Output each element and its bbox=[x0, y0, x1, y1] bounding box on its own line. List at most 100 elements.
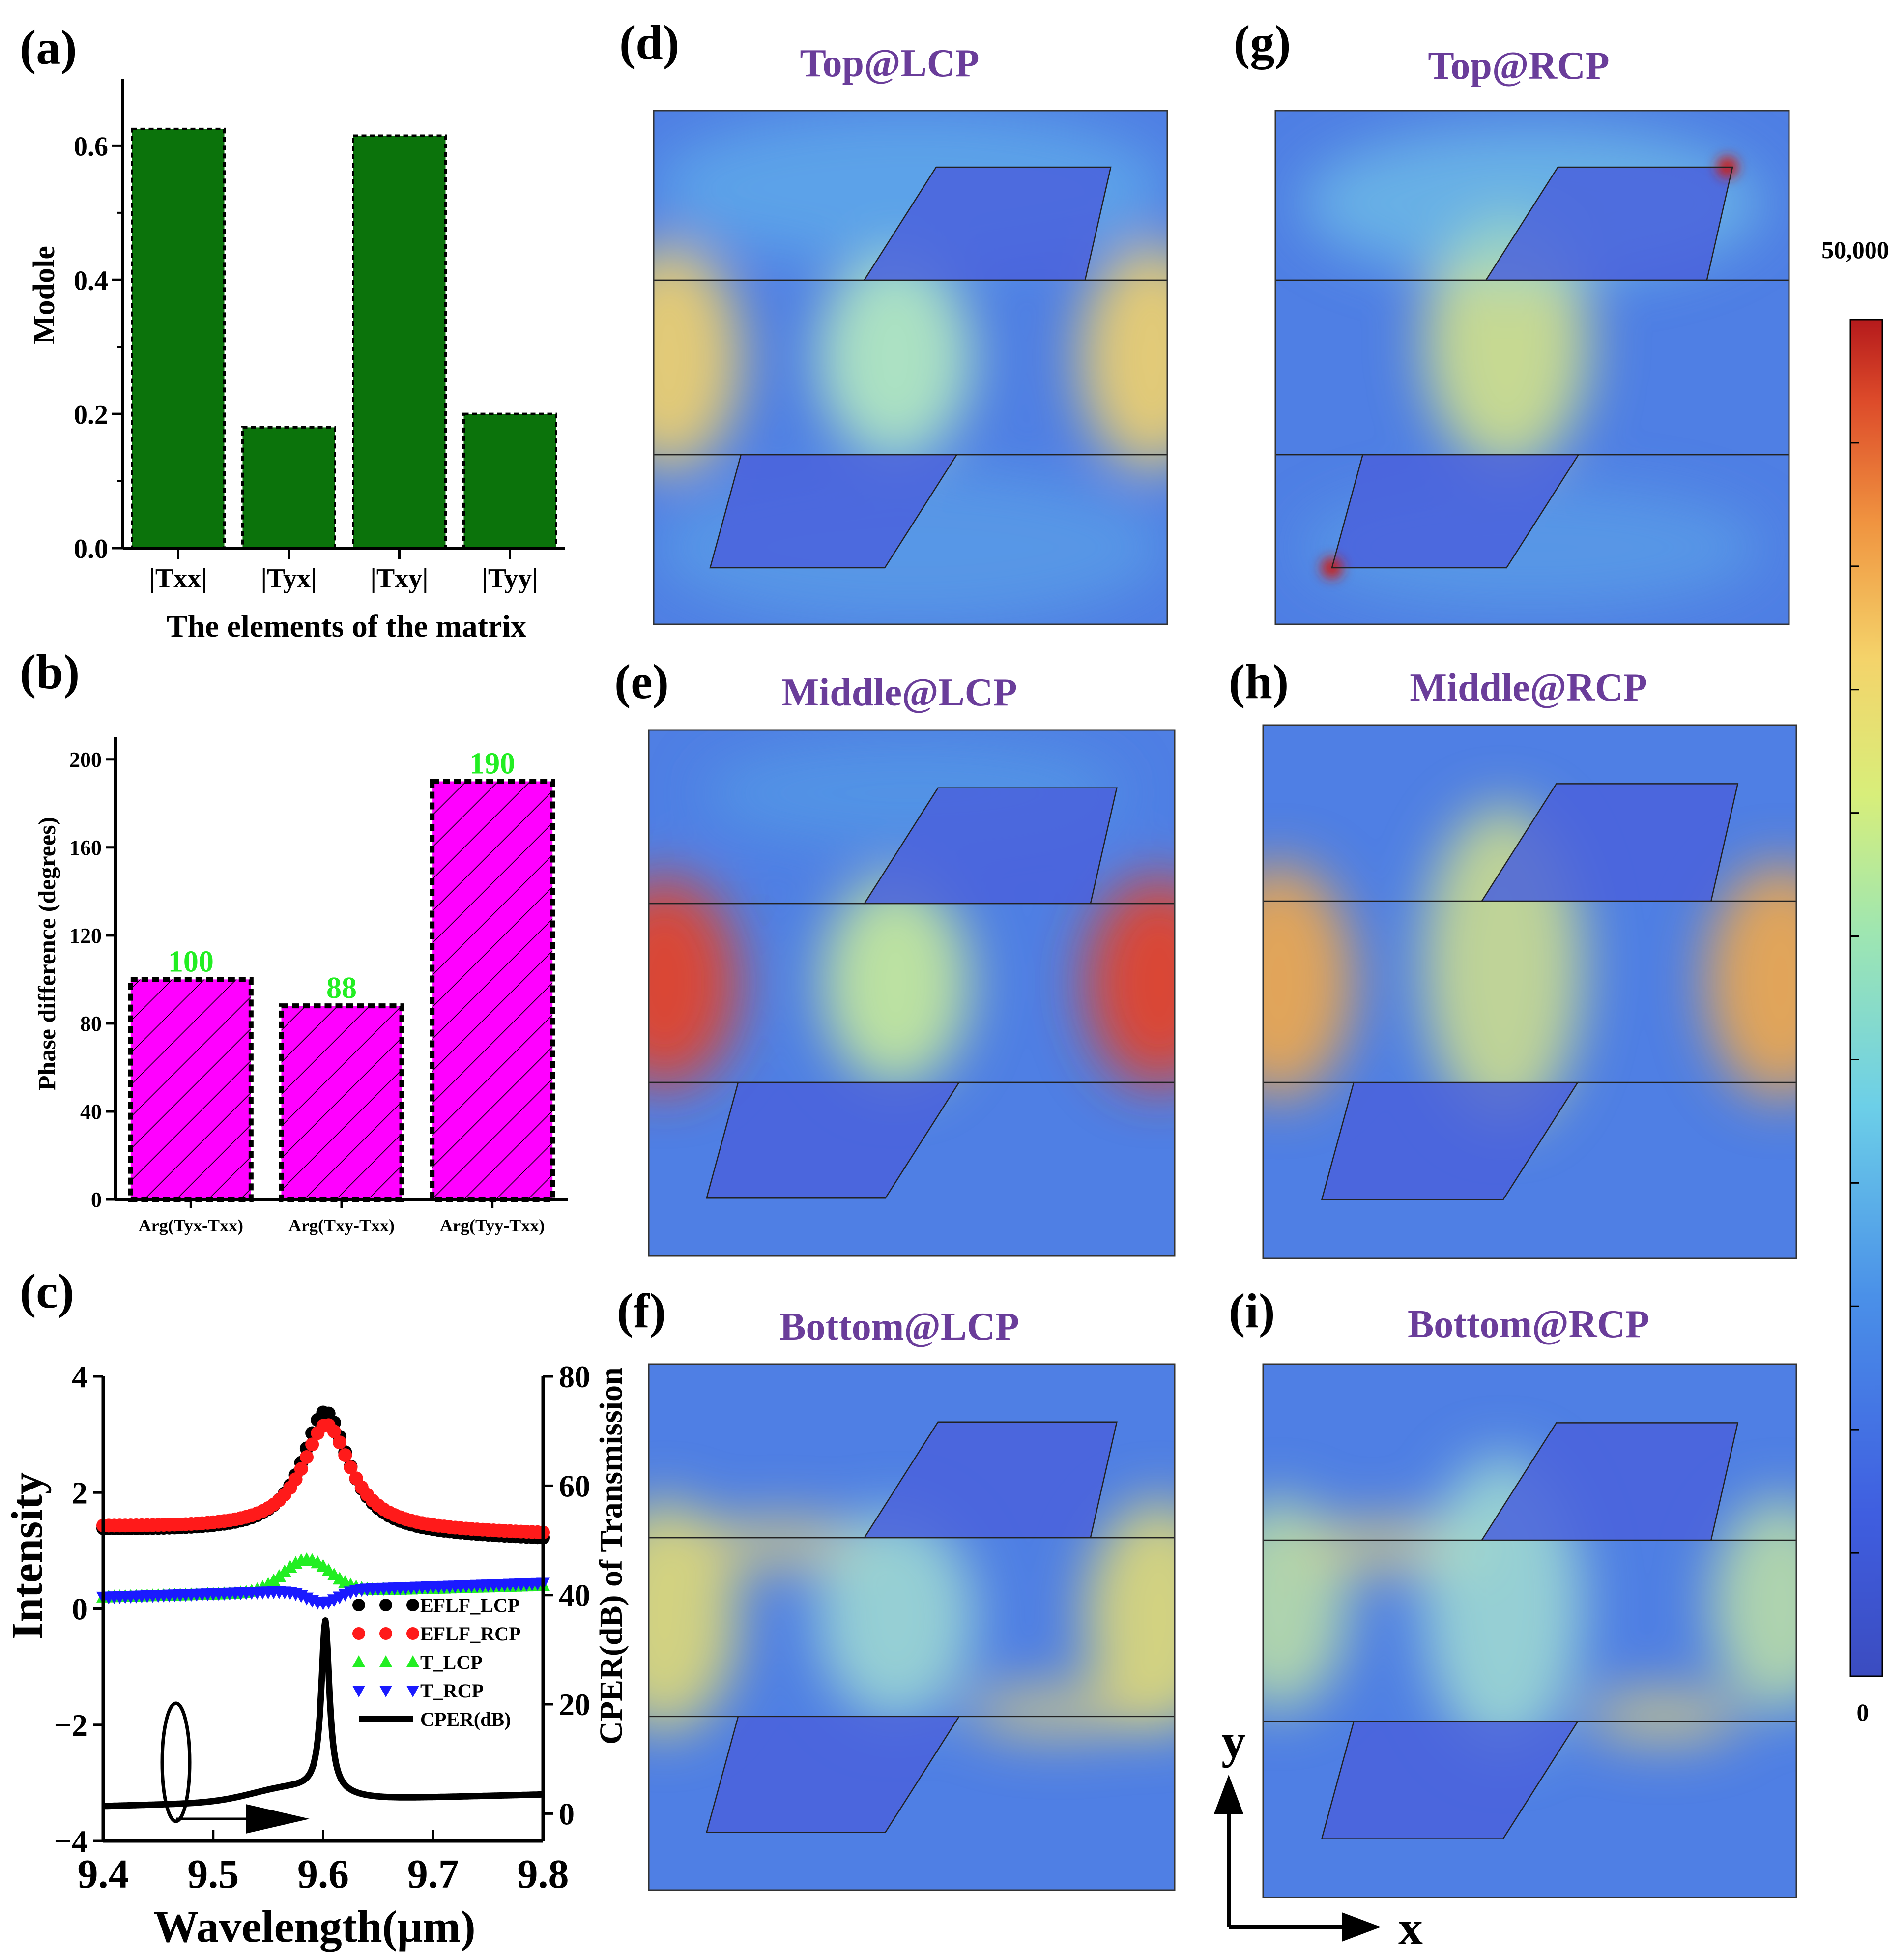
legend-swatch bbox=[406, 1655, 419, 1667]
y-axis-label: y bbox=[1221, 1714, 1246, 1768]
chart-c-ylabel-left: Intensity bbox=[3, 1472, 52, 1639]
x-axis-arrow-head bbox=[1342, 1912, 1381, 1942]
chart-a-ytick-label-2: 0.4 bbox=[74, 265, 108, 296]
point-EFLF_RCP bbox=[294, 1462, 308, 1476]
point-EFLF_RCP bbox=[299, 1450, 314, 1464]
chart-a-xtick-label-1: |Tyx| bbox=[261, 563, 317, 594]
chart-a-bar-2 bbox=[352, 134, 447, 550]
chart-c-ytick-right-label-0: 0 bbox=[559, 1796, 575, 1831]
chart-c-xtick-label-4: 9.8 bbox=[518, 1851, 569, 1897]
colorbar: 50,000 0 bbox=[1821, 236, 1889, 1726]
field-intensity-region bbox=[818, 254, 972, 460]
chart-b-ytick-label-0: 0 bbox=[91, 1188, 102, 1212]
field-map-title-h: Middle@RCP bbox=[1410, 666, 1647, 709]
metal-element-top bbox=[1481, 1423, 1738, 1541]
chart-a-ylabel: Modole bbox=[28, 246, 61, 344]
metal-element-outline bbox=[1321, 1721, 1579, 1839]
legend-label-4: CPER(dB) bbox=[420, 1708, 511, 1730]
chart-a-bar-1 bbox=[241, 426, 336, 550]
chart-c-ytick-right-label-2: 40 bbox=[559, 1578, 590, 1613]
legend-swatch bbox=[352, 1599, 365, 1611]
legend-swatch bbox=[352, 1627, 365, 1640]
chart-c-ylabel-right: CPER(dB) of Transmission bbox=[593, 1367, 629, 1745]
metal-element-outline bbox=[1485, 166, 1733, 281]
field-map-title-e: Middle@LCP bbox=[782, 671, 1017, 714]
metal-element-top bbox=[864, 788, 1117, 904]
chart-c-ytick-left-label-3: 2 bbox=[72, 1475, 87, 1510]
field-map-d: Top@LCP bbox=[653, 42, 1168, 625]
metal-element-top bbox=[864, 1422, 1117, 1538]
chart-c-xtick-label-0: 9.4 bbox=[78, 1851, 129, 1897]
metal-element-outline bbox=[863, 787, 1118, 905]
legend-label-3: T_RCP bbox=[420, 1680, 484, 1702]
metal-element-bottom bbox=[1322, 1721, 1578, 1839]
chart-c-ytick-right-label-3: 60 bbox=[559, 1468, 590, 1503]
field-intensity-region bbox=[822, 877, 970, 1088]
legend-swatch bbox=[352, 1655, 365, 1667]
chart-c-ytick-left-label-0: −4 bbox=[54, 1824, 87, 1859]
point-EFLF_RCP bbox=[327, 1425, 341, 1439]
metal-element-outline bbox=[1480, 1422, 1739, 1541]
point-EFLF_RCP bbox=[344, 1460, 358, 1475]
field-intensity-region bbox=[1263, 864, 1354, 1099]
chart-b-xtick-label-1: Arg(Txy-Txx) bbox=[288, 1216, 395, 1235]
field-map-frame bbox=[648, 729, 1176, 1257]
legend-label-1: EFLF_RCP bbox=[420, 1623, 520, 1645]
panel-labels: (a) (b) (c) (d) (e) (f) (g) (h) (i) bbox=[20, 15, 1291, 1338]
field-map-e: Middle@LCP bbox=[648, 671, 1176, 1257]
panel-label-h: (h) bbox=[1229, 654, 1289, 709]
panel-label-e: (e) bbox=[614, 654, 669, 709]
field-map-title-i: Bottom@RCP bbox=[1408, 1303, 1649, 1346]
field-intensity-region bbox=[649, 877, 738, 1088]
metal-element-bottom bbox=[706, 1716, 959, 1833]
panel-label-c: (c) bbox=[20, 1264, 74, 1318]
chart-b-data-label-2: 190 bbox=[469, 747, 515, 781]
metal-element-top bbox=[864, 167, 1111, 280]
point-EFLF_RCP bbox=[338, 1448, 352, 1462]
field-intensity-region bbox=[654, 244, 741, 470]
field-intensity-region bbox=[1583, 1689, 1743, 1743]
field-map-title-f: Bottom@LCP bbox=[779, 1305, 1019, 1348]
chart-c-legend: EFLF_LCP EFLF_RCP T_LCP T_RCP CPER(dB) bbox=[352, 1594, 520, 1730]
field-map-frame bbox=[1262, 1363, 1797, 1898]
chart-a-ytick-label-3: 0.6 bbox=[74, 131, 108, 162]
metal-element-top bbox=[1481, 784, 1738, 902]
chart-a-ytick-label-0: 0.0 bbox=[74, 534, 108, 564]
field-map-title-g: Top@RCP bbox=[1428, 44, 1609, 88]
chart-b-ytick-label-1: 40 bbox=[80, 1100, 102, 1124]
annotation-ellipse bbox=[160, 1701, 192, 1823]
metal-element-outline bbox=[1480, 783, 1739, 902]
metal-element-bottom bbox=[1322, 1082, 1578, 1200]
chart-c-xtick-label-1: 9.5 bbox=[187, 1851, 239, 1897]
metal-element-bottom bbox=[710, 455, 957, 568]
field-map-frame bbox=[653, 110, 1168, 625]
chart-b-xtick-label-2: Arg(Tyy-Txx) bbox=[440, 1216, 545, 1235]
chart-a-xlabel: The elements of the matrix bbox=[167, 609, 526, 643]
y-axis-arrow-head bbox=[1214, 1775, 1243, 1814]
chart-b-data-label-0: 100 bbox=[168, 945, 214, 978]
metal-element-outline bbox=[1321, 1081, 1579, 1200]
metal-element-outline bbox=[706, 1081, 960, 1199]
field-intensity-region bbox=[685, 1517, 875, 1570]
point-EFLF_RCP bbox=[305, 1437, 319, 1452]
metal-element-outline bbox=[706, 1716, 960, 1833]
chart-c-ytick-right-label-1: 20 bbox=[559, 1687, 590, 1722]
panel-label-d: (d) bbox=[619, 15, 679, 70]
metal-element-top bbox=[1486, 167, 1733, 280]
metal-element-outline bbox=[863, 1421, 1118, 1539]
panel-label-g: (g) bbox=[1234, 15, 1291, 70]
chart-c-ytick-left-label-4: 4 bbox=[72, 1359, 87, 1394]
chart-a-xtick-label-0: |Txx| bbox=[149, 563, 207, 594]
field-map-title-d: Top@LCP bbox=[800, 42, 980, 85]
chart-c-xlabel: Wavelength(μm) bbox=[153, 1901, 475, 1952]
x-axis-label: x bbox=[1398, 1900, 1423, 1955]
chart-b-ytick-label-5: 200 bbox=[69, 748, 102, 772]
metal-element-outline bbox=[709, 454, 958, 569]
series-t-rcp bbox=[96, 1577, 550, 1610]
chart-b-phase: 100 88 190 Arg(Tyx-Txx) Arg(Txy-Txx) Arg(Tyy… bbox=[33, 737, 568, 1235]
colorbar-min-label: 0 bbox=[1857, 1698, 1869, 1726]
panel-label-b: (b) bbox=[20, 644, 80, 699]
chart-c-xtick-label-2: 9.6 bbox=[297, 1851, 349, 1897]
